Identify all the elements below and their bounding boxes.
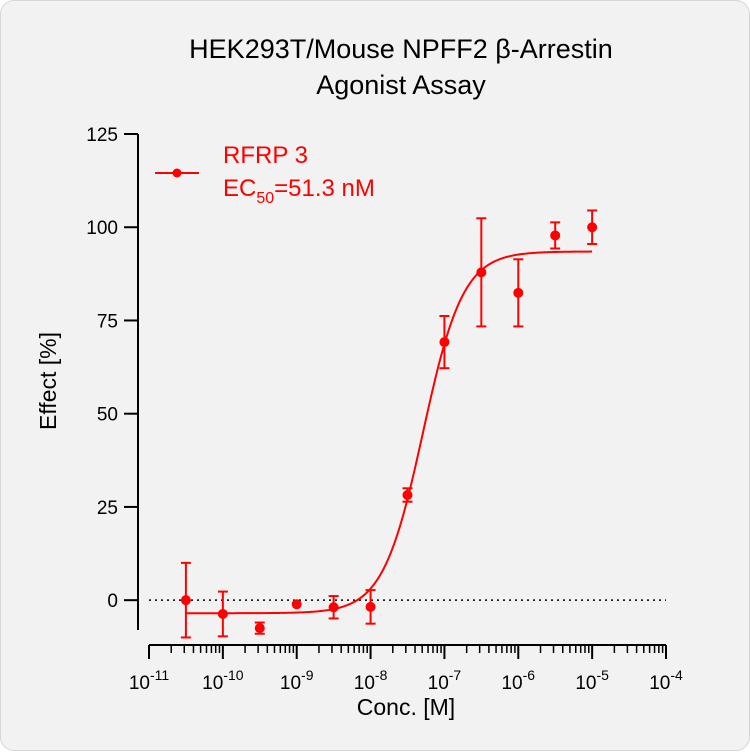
- plot-area: [149, 209, 666, 639]
- data-point-5: [365, 601, 376, 612]
- data-point-11: [587, 222, 598, 233]
- x-tick-label-1: 10-10: [202, 667, 244, 694]
- y-tick-label-0: 0: [107, 591, 118, 612]
- y-tick-label-5: 125: [86, 125, 118, 146]
- fit-curve-0: [185, 250, 593, 615]
- data-point-1: [217, 608, 228, 619]
- legend: RFRP 3 EC50=51.3 nM: [155, 142, 375, 207]
- x-tick-label-6: 10-5: [575, 667, 609, 694]
- x-tick-label-4: 10-7: [428, 667, 462, 694]
- data-point-8: [476, 267, 487, 278]
- data-point-4: [328, 602, 339, 613]
- data-point-2: [254, 623, 265, 634]
- data-point-0: [180, 595, 191, 606]
- data-point-10: [550, 230, 561, 241]
- chart-title-line-1: HEK293T/Mouse NPFF2 β-Arrestin: [189, 34, 613, 64]
- data-point-9: [513, 287, 524, 298]
- legend-marker: [172, 168, 182, 178]
- legend-ec50: EC50=51.3 nM: [223, 175, 375, 207]
- legend-ec-value: =51.3 nM: [274, 175, 375, 202]
- x-tick-label-3: 10-8: [354, 667, 388, 694]
- y-tick-label-2: 50: [97, 405, 118, 426]
- x-tick-label-5: 10-6: [501, 667, 535, 694]
- legend-ec-sub: 50: [256, 190, 274, 207]
- legend-series-label: RFRP 3: [223, 142, 308, 169]
- legend-ec-prefix: EC: [223, 175, 256, 202]
- x-axis-label: Conc. [M]: [357, 694, 455, 720]
- x-tick-label-7: 10-4: [649, 667, 683, 694]
- y-tick-label-1: 25: [97, 498, 118, 519]
- axes: 0 25 50 75 100 125 10-11 10-10 10-9 10-8 10-7 10-6 1…: [86, 125, 683, 694]
- y-axis-label: Effect [%]: [35, 332, 61, 430]
- y-tick-label-4: 100: [86, 218, 118, 239]
- data-point-6: [402, 489, 413, 500]
- x-tick-label-0: 10-11: [129, 667, 170, 694]
- data-point-7: [439, 337, 450, 348]
- chart-title-line-2: Agonist Assay: [316, 70, 486, 100]
- y-tick-label-3: 75: [97, 311, 118, 332]
- data-point-3: [291, 599, 302, 610]
- x-tick-label-2: 10-9: [280, 667, 314, 694]
